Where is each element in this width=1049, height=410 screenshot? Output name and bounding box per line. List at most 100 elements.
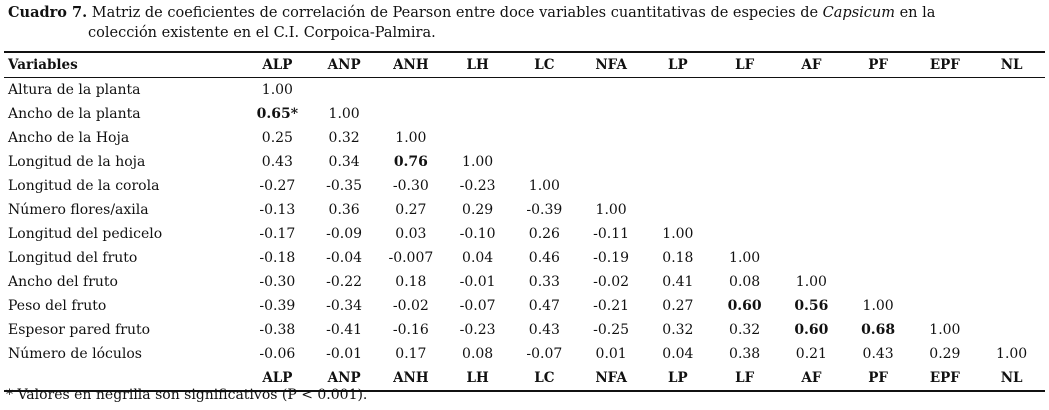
correlation-cell: -0.11 bbox=[593, 226, 630, 242]
empty-cell bbox=[645, 126, 712, 150]
column-header-epf: EPF bbox=[929, 57, 960, 73]
empty-cell bbox=[912, 198, 979, 222]
empty-cell bbox=[845, 102, 912, 126]
empty-cell bbox=[778, 150, 845, 174]
correlation-cell: 1.00 bbox=[996, 346, 1028, 362]
empty-cell bbox=[578, 174, 645, 198]
row-label: Número de lóculos bbox=[8, 346, 142, 362]
empty-cell bbox=[444, 78, 511, 103]
correlation-cell: -0.01 bbox=[459, 274, 496, 290]
table-row: Peso del fruto -0.39 -0.34 -0.02 -0.07 0.47 -0… bbox=[4, 294, 1045, 318]
correlation-cell: 0.01 bbox=[595, 346, 627, 362]
empty-cell bbox=[645, 78, 712, 103]
empty-cell bbox=[845, 150, 912, 174]
correlation-cell: 1.00 bbox=[795, 274, 827, 290]
correlation-cell: -0.41 bbox=[326, 322, 363, 338]
column-header-alp: ALP bbox=[262, 370, 293, 386]
correlation-cell: -0.39 bbox=[526, 202, 563, 218]
correlation-cell: 0.43 bbox=[528, 322, 560, 338]
empty-cell bbox=[978, 246, 1045, 270]
correlation-cell: 0.18 bbox=[662, 250, 694, 266]
empty-cell bbox=[711, 150, 778, 174]
correlation-cell: -0.09 bbox=[326, 226, 363, 242]
empty-cell bbox=[912, 294, 979, 318]
empty-cell bbox=[444, 102, 511, 126]
empty-cell bbox=[978, 78, 1045, 103]
empty-cell bbox=[444, 126, 511, 150]
row-label: Ancho de la Hoja bbox=[8, 130, 130, 146]
correlation-cell: 0.21 bbox=[795, 346, 827, 362]
empty-cell bbox=[378, 78, 445, 103]
empty-cell bbox=[645, 198, 712, 222]
correlation-cell: 0.38 bbox=[729, 346, 761, 362]
correlation-cell: 0.26 bbox=[528, 226, 560, 242]
correlation-cell: 0.04 bbox=[462, 250, 494, 266]
empty-cell bbox=[978, 318, 1045, 342]
correlation-cell: -0.22 bbox=[326, 274, 363, 290]
correlation-cell: 0.76 bbox=[393, 154, 428, 170]
empty-cell bbox=[845, 270, 912, 294]
correlation-cell: -0.21 bbox=[593, 298, 630, 314]
column-header-nfa: NFA bbox=[595, 370, 627, 386]
table-row: Altura de la planta 1.00 bbox=[4, 78, 1045, 103]
table-row: Número flores/axila -0.13 0.36 0.27 0.29 -0.3… bbox=[4, 198, 1045, 222]
footnote: * Valores en negrilla son significativos… bbox=[6, 387, 368, 403]
column-header-af: AF bbox=[801, 370, 822, 386]
empty-cell bbox=[511, 78, 578, 103]
correlation-cell: -0.07 bbox=[526, 346, 563, 362]
table-row: Ancho del fruto -0.30 -0.22 0.18 -0.01 0.33 -0… bbox=[4, 270, 1045, 294]
column-header-lc: LC bbox=[534, 370, 555, 386]
correlation-cell: -0.19 bbox=[593, 250, 630, 266]
correlation-cell: -0.17 bbox=[259, 226, 296, 242]
correlation-cell: 0.08 bbox=[462, 346, 494, 362]
header-row: Variables ALP ANP ANH LH LC NFA LP LF AF PF EPF NL bbox=[4, 52, 1045, 78]
empty-cell bbox=[845, 198, 912, 222]
column-header-lh: LH bbox=[466, 370, 489, 386]
empty-cell bbox=[311, 78, 378, 103]
row-label: Espesor pared fruto bbox=[8, 322, 151, 338]
correlation-cell: 0.27 bbox=[662, 298, 694, 314]
correlation-cell: 1.00 bbox=[395, 130, 427, 146]
correlation-cell: -0.01 bbox=[326, 346, 363, 362]
empty-cell bbox=[578, 150, 645, 174]
empty-cell bbox=[912, 246, 979, 270]
correlation-cell: -0.04 bbox=[326, 250, 363, 266]
correlation-cell: -0.07 bbox=[459, 298, 496, 314]
empty-cell bbox=[511, 150, 578, 174]
correlation-cell: 0.34 bbox=[328, 154, 360, 170]
column-header-anp: ANP bbox=[327, 57, 361, 73]
correlation-cell: 0.08 bbox=[729, 274, 761, 290]
column-header-nl: NL bbox=[1000, 57, 1023, 73]
column-header-af: AF bbox=[801, 57, 822, 73]
correlation-cell: -0.10 bbox=[459, 226, 496, 242]
empty-cell bbox=[578, 78, 645, 103]
row-label: Longitud de la hoja bbox=[8, 154, 146, 170]
column-header-anh: ANH bbox=[393, 57, 429, 73]
caption-text-end: en la bbox=[894, 5, 936, 21]
column-header-nfa: NFA bbox=[595, 57, 627, 73]
empty-cell bbox=[912, 126, 979, 150]
correlation-cell: -0.16 bbox=[392, 322, 429, 338]
correlation-cell: 0.65* bbox=[256, 106, 299, 122]
empty-cell bbox=[778, 78, 845, 103]
table-caption: Cuadro 7. Matriz de coeficientes de corr… bbox=[8, 3, 1043, 43]
empty-cell bbox=[778, 246, 845, 270]
caption-line2: colección existente en el C.I. Corpoica-… bbox=[88, 25, 436, 41]
empty-cell bbox=[912, 270, 979, 294]
table-row: Ancho de la Hoja 0.25 0.32 1.00 bbox=[4, 126, 1045, 150]
caption-italic: Capsicum bbox=[822, 5, 895, 21]
empty-cell bbox=[845, 78, 912, 103]
empty-cell bbox=[645, 150, 712, 174]
correlation-cell: 1.00 bbox=[929, 322, 961, 338]
correlation-cell: -0.34 bbox=[326, 298, 363, 314]
correlation-cell: -0.30 bbox=[392, 178, 429, 194]
table-row: Espesor pared fruto -0.38 -0.41 -0.16 -0.23 0… bbox=[4, 318, 1045, 342]
row-label: Número flores/axila bbox=[8, 202, 149, 218]
footer-header-row: ALP ANP ANH LH LC NFA LP LF AF PF EPF NL bbox=[4, 366, 1045, 391]
column-header-lf: LF bbox=[735, 370, 755, 386]
empty-cell bbox=[912, 150, 979, 174]
column-header-anp: ANP bbox=[327, 370, 361, 386]
column-header-nl: NL bbox=[1000, 370, 1023, 386]
row-label: Altura de la planta bbox=[8, 82, 141, 98]
correlation-cell: 0.32 bbox=[729, 322, 761, 338]
